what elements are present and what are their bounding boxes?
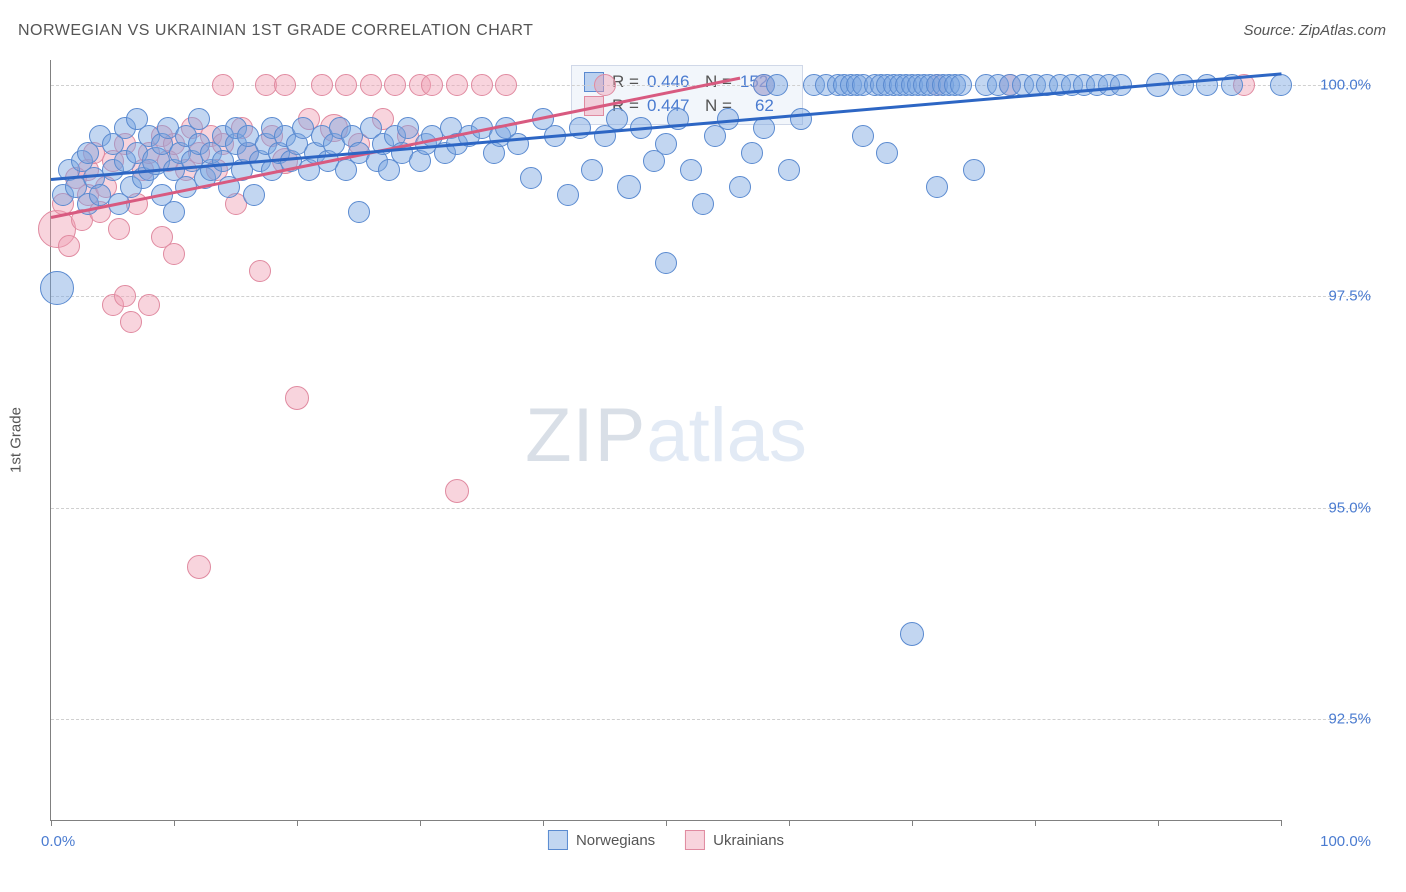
data-point-norwegians [900, 622, 924, 646]
x-tick-mark [51, 820, 52, 826]
data-point-ukrainians [249, 260, 271, 282]
data-point-ukrainians [360, 74, 382, 96]
data-point-norwegians [729, 176, 751, 198]
data-point-ukrainians [120, 311, 142, 333]
data-point-ukrainians [495, 74, 517, 96]
data-point-ukrainians [335, 74, 357, 96]
gridline [51, 296, 1371, 297]
data-point-norwegians [680, 159, 702, 181]
data-point-ukrainians [163, 243, 185, 265]
data-point-norwegians [243, 184, 265, 206]
data-point-norwegians [606, 108, 628, 130]
data-point-norwegians [617, 175, 641, 199]
data-point-ukrainians [108, 218, 130, 240]
data-point-norwegians [520, 167, 542, 189]
data-point-norwegians [163, 201, 185, 223]
gridline [51, 508, 1371, 509]
data-point-norwegians [655, 133, 677, 155]
x-tick-mark [420, 820, 421, 826]
data-point-ukrainians [311, 74, 333, 96]
data-point-norwegians [778, 159, 800, 181]
y-tick-label: 97.5% [1291, 288, 1371, 305]
source-label: Source: ZipAtlas.com [1243, 22, 1386, 39]
data-point-norwegians [1172, 74, 1194, 96]
x-tick-mark [1281, 820, 1282, 826]
data-point-norwegians [790, 108, 812, 130]
y-axis-label: 1st Grade [8, 407, 25, 473]
x-tick-mark [1158, 820, 1159, 826]
data-point-ukrainians [285, 386, 309, 410]
x-axis-min-label: 0.0% [41, 833, 75, 850]
data-point-ukrainians [114, 285, 136, 307]
data-point-norwegians [852, 125, 874, 147]
legend-label-norwegians: Norwegians [576, 832, 655, 849]
legend-item-norwegians: Norwegians [548, 830, 655, 850]
data-point-norwegians [581, 159, 603, 181]
legend-swatch-ukrainians [685, 830, 705, 850]
legend-item-ukrainians: Ukrainians [685, 830, 784, 850]
data-point-norwegians [950, 74, 972, 96]
watermark: ZIPatlas [525, 392, 807, 479]
data-point-ukrainians [446, 74, 468, 96]
x-tick-mark [174, 820, 175, 826]
data-point-norwegians [1270, 74, 1292, 96]
data-point-ukrainians [421, 74, 443, 96]
data-point-ukrainians [138, 294, 160, 316]
legend: Norwegians Ukrainians [548, 830, 784, 850]
data-point-norwegians [557, 184, 579, 206]
data-point-ukrainians [274, 74, 296, 96]
data-point-norwegians [963, 159, 985, 181]
y-tick-label: 92.5% [1291, 710, 1371, 727]
x-tick-mark [297, 820, 298, 826]
x-tick-mark [912, 820, 913, 826]
legend-label-ukrainians: Ukrainians [713, 832, 784, 849]
data-point-norwegians [926, 176, 948, 198]
data-point-ukrainians [471, 74, 493, 96]
x-tick-mark [789, 820, 790, 826]
data-point-ukrainians [445, 479, 469, 503]
data-point-norwegians [397, 117, 419, 139]
data-point-norwegians [692, 193, 714, 215]
data-point-norwegians [766, 74, 788, 96]
data-point-ukrainians [384, 74, 406, 96]
y-tick-label: 100.0% [1291, 77, 1371, 94]
y-tick-label: 95.0% [1291, 499, 1371, 516]
data-point-norwegians [876, 142, 898, 164]
data-point-ukrainians [594, 74, 616, 96]
x-tick-mark [1035, 820, 1036, 826]
chart-title: NORWEGIAN VS UKRAINIAN 1ST GRADE CORRELA… [18, 22, 533, 40]
x-axis-max-label: 100.0% [1320, 833, 1371, 850]
data-point-ukrainians [187, 555, 211, 579]
x-tick-mark [666, 820, 667, 826]
data-point-norwegians [741, 142, 763, 164]
data-point-norwegians [348, 201, 370, 223]
data-point-norwegians [655, 252, 677, 274]
data-point-ukrainians [212, 74, 234, 96]
x-tick-mark [543, 820, 544, 826]
legend-swatch-norwegians [548, 830, 568, 850]
chart-plot-area: 1st Grade ZIPatlas R = 0.446 N = 152 R =… [50, 60, 1281, 821]
data-point-norwegians [40, 271, 74, 305]
data-point-ukrainians [58, 235, 80, 257]
gridline [51, 719, 1371, 720]
data-point-norwegians [188, 108, 210, 130]
